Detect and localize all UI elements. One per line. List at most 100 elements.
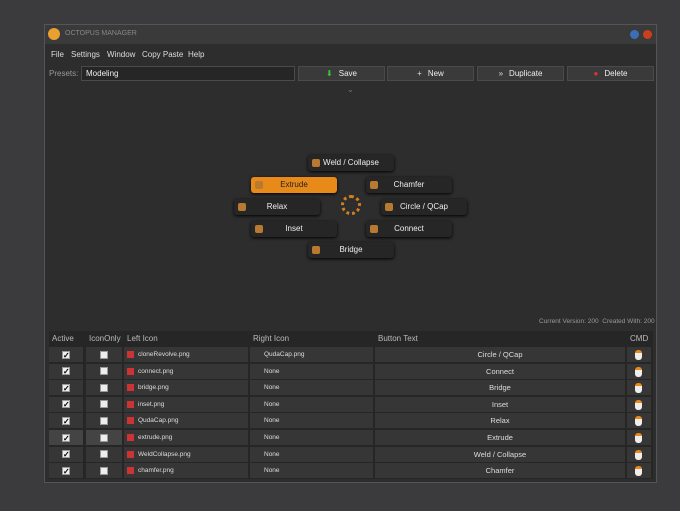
menu-item[interactable]: File bbox=[51, 50, 64, 59]
button-text-cell[interactable]: Chamfer bbox=[375, 463, 625, 479]
icononly-checkbox[interactable] bbox=[100, 350, 108, 359]
button-icon: + bbox=[417, 69, 422, 78]
left-icon-dropdown[interactable]: QudaCap.png bbox=[124, 413, 248, 429]
version-text: Current Version: 200 Created With: 200 bbox=[539, 318, 655, 325]
icononly-checkbox[interactable] bbox=[100, 383, 108, 392]
right-icon-dropdown[interactable]: None bbox=[250, 380, 373, 396]
button-icon bbox=[255, 181, 263, 189]
cmd-icon[interactable] bbox=[635, 416, 642, 427]
radial-button[interactable]: Extrude bbox=[251, 177, 337, 193]
cmd-icon[interactable] bbox=[635, 399, 642, 410]
radial-button[interactable]: Circle / QCap bbox=[381, 199, 467, 215]
toolbar-button[interactable]: + New bbox=[387, 66, 474, 81]
menu-bar: File Settings Window Copy Paste Help bbox=[45, 45, 656, 63]
button-label: Inset bbox=[285, 224, 303, 233]
icononly-checkbox[interactable] bbox=[100, 450, 108, 459]
left-icon-dropdown[interactable]: cloneRevolve.png bbox=[124, 347, 248, 362]
button-icon bbox=[238, 203, 246, 211]
button-icon bbox=[312, 246, 320, 254]
menu-item[interactable]: Help bbox=[188, 50, 205, 59]
toolbar-button[interactable]: ⬇ Save bbox=[298, 66, 385, 81]
left-icon bbox=[127, 384, 134, 392]
button-label: Bridge bbox=[339, 245, 363, 254]
toolbar-button[interactable]: ● Delete bbox=[567, 66, 654, 81]
active-checkbox[interactable]: ✓ bbox=[62, 400, 70, 410]
radial-button[interactable]: Bridge bbox=[308, 242, 394, 258]
button-text-cell[interactable]: Bridge bbox=[375, 380, 625, 396]
icononly-checkbox[interactable] bbox=[100, 400, 108, 409]
left-icon bbox=[127, 467, 134, 475]
cmd-icon[interactable] bbox=[635, 383, 642, 394]
active-checkbox[interactable]: ✓ bbox=[62, 450, 70, 460]
button-text-cell[interactable]: Connect bbox=[375, 363, 625, 379]
right-icon-dropdown[interactable]: None bbox=[250, 430, 373, 445]
cmd-icon[interactable] bbox=[635, 449, 642, 460]
column-header: CMD bbox=[630, 334, 649, 343]
button-label: Connect bbox=[394, 224, 424, 233]
right-icon-dropdown[interactable]: None bbox=[250, 396, 373, 412]
cmd-icon[interactable] bbox=[635, 433, 642, 443]
menu-item[interactable]: Copy Paste bbox=[142, 50, 184, 59]
column-header: Right Icon bbox=[253, 334, 290, 343]
button-label: Delete bbox=[604, 69, 628, 78]
menu-item[interactable]: Settings bbox=[71, 50, 100, 59]
left-icon-dropdown[interactable]: WeldCollapse.png bbox=[124, 446, 248, 462]
icononly-checkbox[interactable] bbox=[100, 433, 108, 442]
left-icon bbox=[127, 367, 134, 375]
left-icon-dropdown[interactable]: bridge.png bbox=[124, 380, 248, 396]
button-label: Duplicate bbox=[509, 69, 543, 78]
right-icon-dropdown[interactable]: None bbox=[250, 363, 373, 379]
left-icon bbox=[127, 417, 134, 425]
radial-button[interactable]: Connect bbox=[366, 221, 452, 237]
button-icon bbox=[370, 181, 378, 189]
minimize[interactable] bbox=[630, 30, 639, 39]
right-icon-dropdown[interactable]: None bbox=[250, 463, 373, 479]
button-text-cell[interactable]: Relax bbox=[375, 413, 625, 429]
left-icon bbox=[127, 400, 134, 408]
button-text-cell[interactable]: Extrude bbox=[375, 430, 625, 445]
left-icon-dropdown[interactable]: chamfer.png bbox=[124, 463, 248, 479]
window-title: OCTOPUS MANAGER bbox=[65, 30, 137, 37]
left-icon-dropdown[interactable]: extrude.png bbox=[124, 430, 248, 445]
radial-button[interactable]: Relax bbox=[234, 199, 320, 215]
right-icon-dropdown[interactable]: QudaCap.png bbox=[250, 347, 373, 362]
left-icon bbox=[127, 351, 134, 358]
button-text-cell[interactable]: Weld / Collapse bbox=[375, 446, 625, 462]
active-checkbox[interactable]: ✓ bbox=[62, 367, 70, 377]
left-icon-dropdown[interactable]: connect.png bbox=[124, 363, 248, 379]
right-icon-dropdown[interactable]: None bbox=[250, 446, 373, 462]
button-label: Extrude bbox=[280, 180, 308, 189]
table: Active IconOnly Left Icon Right Icon Button … bbox=[49, 331, 653, 479]
button-icon bbox=[312, 159, 320, 167]
close[interactable] bbox=[643, 30, 652, 39]
column-header: IconOnly bbox=[89, 334, 121, 343]
cmd-icon[interactable] bbox=[635, 350, 642, 360]
created-with: Created With: 200 bbox=[602, 318, 655, 325]
right-icon-dropdown[interactable]: None bbox=[250, 413, 373, 429]
left-icon-dropdown[interactable]: inset.png bbox=[124, 396, 248, 412]
app-icon bbox=[48, 28, 60, 40]
active-checkbox[interactable]: ✓ bbox=[62, 433, 70, 443]
radial-button[interactable]: Inset bbox=[251, 221, 337, 237]
cmd-icon[interactable] bbox=[635, 466, 642, 477]
active-checkbox[interactable]: ✓ bbox=[62, 416, 70, 426]
button-icon: ⬇ bbox=[326, 69, 333, 78]
cmd-icon[interactable] bbox=[635, 366, 642, 377]
button-label: Save bbox=[338, 69, 357, 78]
icononly-checkbox[interactable] bbox=[100, 416, 108, 425]
preset-dropdown[interactable]: Modeling bbox=[81, 66, 295, 81]
button-icon: » bbox=[498, 69, 504, 78]
icononly-checkbox[interactable] bbox=[100, 367, 108, 376]
active-checkbox[interactable]: ✓ bbox=[62, 383, 70, 393]
menu-item[interactable]: Window bbox=[107, 50, 136, 59]
active-checkbox[interactable]: ✓ bbox=[62, 466, 70, 476]
button-text-cell[interactable]: Inset bbox=[375, 396, 625, 412]
radial-button[interactable]: Chamfer bbox=[366, 177, 452, 193]
button-text-cell[interactable]: Circle / QCap bbox=[375, 347, 625, 362]
icononly-checkbox[interactable] bbox=[100, 466, 108, 475]
toolbar-button[interactable]: » Duplicate bbox=[477, 66, 564, 81]
active-checkbox[interactable]: ✓ bbox=[62, 350, 70, 360]
radial-button[interactable]: Weld / Collapse bbox=[308, 155, 394, 171]
radial-center bbox=[341, 195, 361, 215]
